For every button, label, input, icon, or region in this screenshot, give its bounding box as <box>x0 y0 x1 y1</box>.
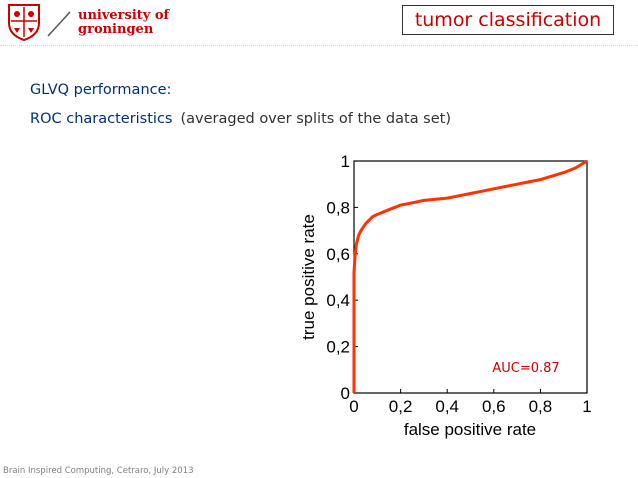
slide-footer: Brain Inspired Computing, Cetraro, July … <box>3 466 194 476</box>
plot-area <box>353 160 588 394</box>
roc-chart-svg: 0 0,2 0,4 0,6 0,8 1 0 0,2 0,4 0,6 0,8 1 AUC=0.87 fa… <box>299 152 592 439</box>
logo-slash-icon <box>47 11 71 37</box>
y-tick-label: 0,6 <box>326 245 350 264</box>
x-axis-label: false positive rate <box>404 420 536 439</box>
y-tick-label: 0,8 <box>326 198 350 217</box>
x-tick-label: 0 <box>349 397 358 416</box>
x-tick-label: 0,6 <box>482 397 506 416</box>
slide-subheading: ROC characteristics (averaged over splits… <box>30 111 451 127</box>
y-tick-label: 0 <box>341 384 350 403</box>
x-tick-label: 0,2 <box>389 397 413 416</box>
y-axis-label: true positive rate <box>299 214 318 340</box>
x-tick-label: 0,8 <box>529 397 553 416</box>
roc-curve-line <box>352 159 588 393</box>
x-tick-label: 1 <box>582 397 591 416</box>
university-logo: university of groningen <box>78 9 169 37</box>
logo-line-2: groningen <box>78 22 154 37</box>
slide-heading: GLVQ performance: <box>30 82 172 98</box>
slide-topic: tumor classification <box>402 5 614 35</box>
subheading-note: (averaged over splits of the data set) <box>180 111 451 127</box>
x-tick-label: 0,4 <box>435 397 459 416</box>
y-tick-label: 0,4 <box>326 291 350 310</box>
roc-chart: 0 0,2 0,4 0,6 0,8 1 0 0,2 0,4 0,6 0,8 1 AUC=0.87 fa… <box>280 145 610 449</box>
logo-line-1: university of <box>78 8 170 23</box>
subheading-text: ROC characteristics <box>30 111 173 127</box>
auc-annotation: AUC=0.87 <box>492 361 559 376</box>
y-tick-label: 1 <box>341 152 350 171</box>
y-tick-label: 0,2 <box>326 338 350 357</box>
slide-header: university of groningen tumor classifica… <box>0 0 638 46</box>
university-seal-icon <box>8 4 40 41</box>
